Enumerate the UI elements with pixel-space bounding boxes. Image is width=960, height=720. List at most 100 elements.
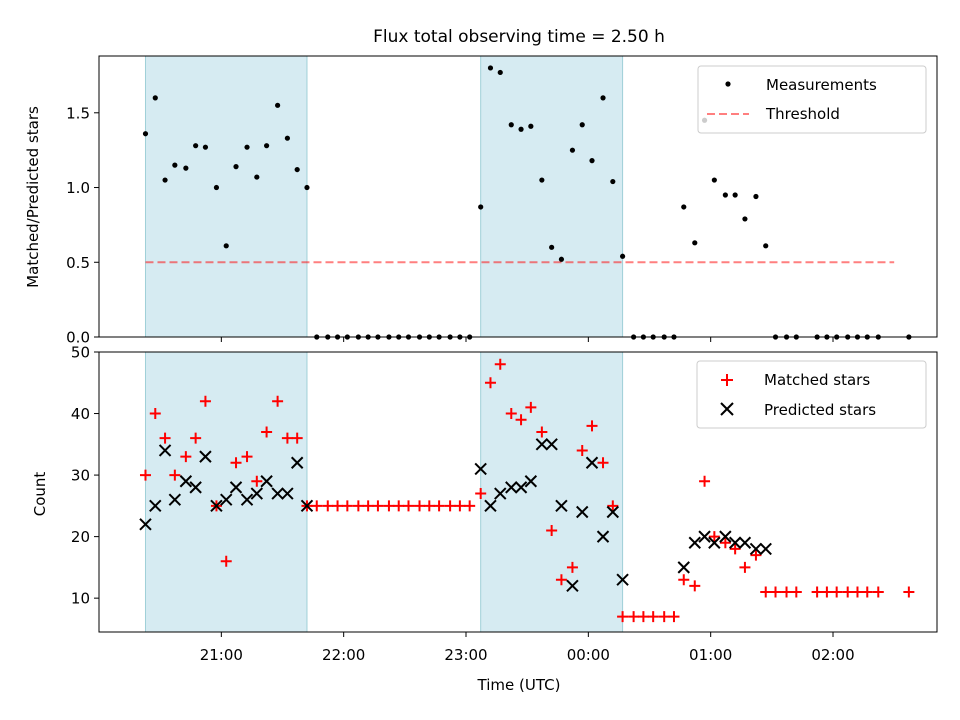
predicted-star-point (576, 505, 589, 519)
predicted-star-point (688, 536, 701, 549)
bottom-y-tick-label: 50 (71, 344, 90, 362)
bottom-y-tick-label: 40 (71, 405, 90, 423)
legend-matched-label: Matched stars (764, 371, 870, 389)
predicted-star-point (728, 536, 742, 549)
top-legend-box (697, 65, 927, 134)
measurement-point (528, 123, 534, 129)
predicted-star-point (698, 530, 711, 543)
measurement-point (722, 192, 728, 198)
predicted-star-point (199, 450, 212, 463)
matched-star-point (699, 475, 711, 487)
matched-star-point (475, 488, 487, 500)
matched-star-point (637, 611, 649, 623)
measurement-point (183, 165, 189, 171)
predicted-star-point (719, 530, 732, 543)
matched-star-point (658, 611, 670, 623)
matched-star-point (576, 444, 588, 456)
matched-star-point (332, 500, 344, 512)
predicted-star-point (738, 536, 752, 549)
bottom-y-tick-label: 30 (71, 467, 90, 485)
matched-star-point (281, 432, 293, 444)
matched-star-point (647, 611, 659, 623)
measurement-point (478, 204, 484, 210)
measurement-point (223, 243, 229, 249)
matched-star-point (505, 408, 517, 420)
measurement-point (692, 240, 698, 246)
top-y-axis: 0.0 0.5 1.0 1.5 (66, 104, 99, 347)
legend-predicted-marker (720, 402, 734, 416)
matched-star-point (190, 432, 202, 444)
measurement-point (579, 122, 585, 128)
measurement-point (152, 95, 158, 101)
measurement-point (742, 216, 748, 222)
predicted-star-point (229, 481, 243, 494)
observing-window-shade (480, 351, 624, 633)
matched-star-point (831, 586, 843, 598)
matched-star-point (464, 500, 476, 512)
predicted-star-point (179, 475, 193, 488)
top-y-tick-label: 0.0 (66, 329, 90, 347)
measurement-point (732, 192, 738, 198)
predicted-star-point (616, 573, 629, 586)
matched-star-point (668, 611, 680, 623)
matched-star-point (515, 414, 527, 426)
matched-star-point (903, 586, 915, 598)
matched-star-point (689, 580, 701, 592)
matched-star-point (423, 500, 435, 512)
matched-star-point (719, 537, 731, 549)
bottom-shaded-spans (144, 351, 624, 633)
predicted-star-point (220, 493, 233, 506)
predicted-star-point (555, 499, 568, 513)
predicted-star-point (677, 561, 690, 574)
matched-star-point (149, 408, 161, 420)
matched-star-point (169, 469, 181, 481)
matched-star-point (628, 611, 640, 623)
predicted-star-point (139, 518, 152, 531)
legend-predicted-label: Predicted stars (764, 401, 876, 419)
matched-star-point (139, 469, 151, 481)
matched-star-point (322, 500, 334, 512)
top-panel: 0.0 0.5 1.0 1.5 Matched/Predicted stars Mea… (24, 55, 938, 347)
matched-star-point (770, 586, 782, 598)
predicted-star-point (189, 481, 202, 494)
matched-star-point (851, 586, 863, 598)
observing-window-shade (144, 55, 308, 338)
matched-star-point (362, 500, 374, 512)
measurement-point (172, 162, 178, 168)
legend-measurements-marker (725, 81, 731, 87)
matched-star-point (546, 524, 558, 536)
bottom-legend-box (696, 360, 927, 429)
predicted-star-point (240, 493, 254, 506)
matched-stars-series (139, 358, 915, 623)
matched-star-point (272, 395, 284, 407)
matched-star-point (159, 432, 171, 444)
measurement-point (142, 131, 149, 137)
predicted-star-point (260, 475, 273, 488)
measurement-point (518, 126, 524, 132)
predicted-star-point (596, 530, 610, 543)
matched-star-point (729, 543, 741, 555)
legend-measurements-label: Measurements (766, 76, 877, 94)
predicted-star-point (708, 536, 721, 549)
matched-star-point (230, 457, 242, 469)
matched-star-point (241, 451, 253, 463)
bottom-plot-frame (98, 351, 938, 633)
bottom-x-tick-label: 21:00 (200, 646, 243, 664)
matched-star-point (494, 358, 506, 370)
measurements-series (142, 65, 912, 340)
measurement-point (497, 69, 503, 76)
predicted-star-point (484, 499, 497, 513)
measurement-point (763, 243, 769, 249)
measurement-point (202, 144, 209, 150)
measurement-point (549, 244, 555, 250)
measurement-point (264, 143, 270, 149)
chart-title: Flux total observing time = 2.50 h (373, 27, 665, 47)
predicted-star-point (290, 456, 304, 469)
matched-star-point (597, 457, 609, 469)
matched-star-point (842, 586, 854, 598)
matched-star-point (821, 586, 833, 598)
measurement-point (304, 184, 310, 191)
predicted-star-point (749, 542, 763, 556)
measurement-point (619, 253, 626, 259)
predicted-star-point (524, 475, 538, 488)
